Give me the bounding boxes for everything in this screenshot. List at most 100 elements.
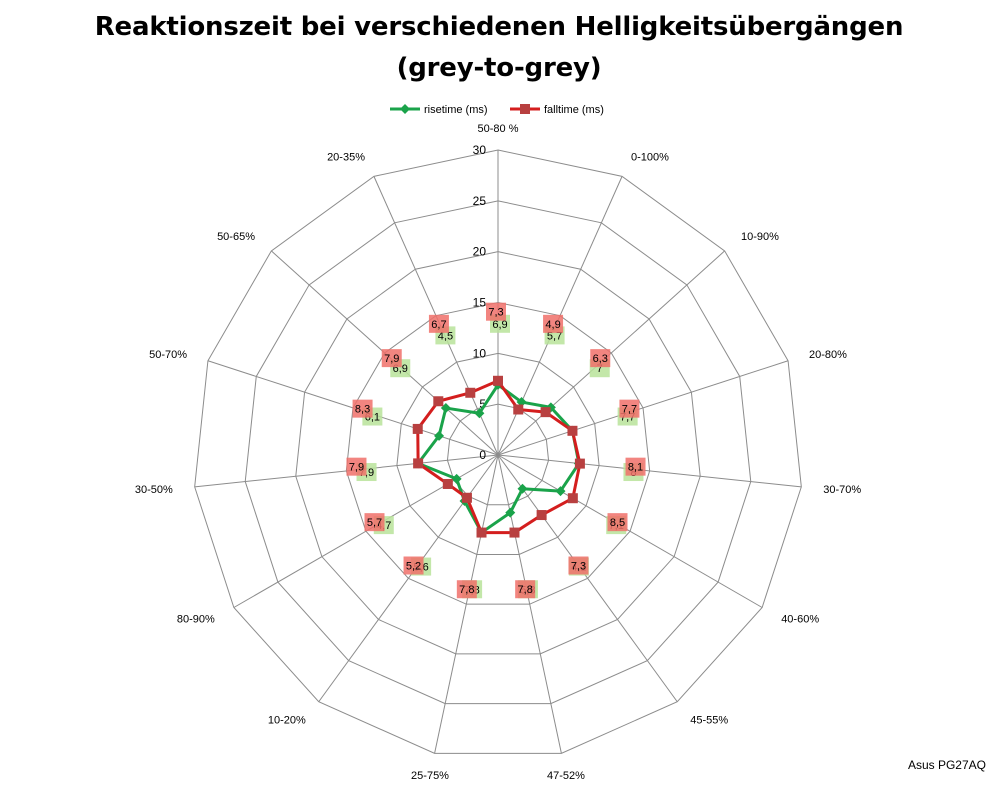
falltime-data-label: 7,8 bbox=[518, 584, 533, 596]
category-label: 80-90% bbox=[177, 614, 215, 626]
risetime-data-label: 6,9 bbox=[492, 319, 507, 331]
grid-spoke bbox=[194, 454, 499, 488]
falltime-data-label: 8,1 bbox=[628, 462, 643, 474]
falltime-point bbox=[476, 527, 487, 538]
grid-ring bbox=[345, 301, 651, 605]
falltime-label-bg bbox=[364, 513, 385, 532]
category-label: 10-90% bbox=[741, 231, 779, 243]
risetime-series-line bbox=[416, 383, 581, 535]
category-label: 20-35% bbox=[327, 151, 365, 163]
falltime-label-bg bbox=[625, 457, 646, 476]
grid-spoke bbox=[497, 250, 725, 456]
falltime-label-bg bbox=[456, 580, 477, 599]
grid-spoke bbox=[434, 454, 499, 754]
falltime-label-bg bbox=[428, 314, 449, 333]
falltime-label-bg bbox=[346, 457, 367, 476]
chart-title-line1: Reaktionszeit bei verschiedenen Helligke… bbox=[94, 12, 904, 42]
category-label: 47-52% bbox=[547, 770, 585, 782]
grid-spoke bbox=[497, 454, 678, 703]
r-tick-label: 0 bbox=[479, 448, 486, 462]
r-tick-label: 20 bbox=[473, 245, 487, 259]
risetime-point bbox=[451, 473, 462, 484]
legend-risetime-label: risetime (ms) bbox=[424, 104, 488, 116]
risetime-data-label: 5,7 bbox=[547, 330, 562, 342]
grid-ring bbox=[446, 403, 550, 506]
r-tick-label: 30 bbox=[473, 143, 487, 157]
category-label: 10-20% bbox=[268, 715, 306, 727]
grid-spoke bbox=[497, 454, 763, 608]
falltime-data-label: 4,9 bbox=[545, 319, 560, 331]
falltime-point bbox=[574, 458, 585, 469]
grid-spoke bbox=[497, 454, 802, 488]
falltime-point bbox=[513, 404, 524, 415]
legend-risetime-marker bbox=[400, 104, 410, 114]
grid-ring bbox=[396, 352, 600, 555]
category-label: 50-65% bbox=[217, 231, 255, 243]
grid-spoke bbox=[497, 360, 789, 456]
category-label: 45-55% bbox=[690, 715, 728, 727]
falltime-data-label: 6,3 bbox=[593, 353, 608, 365]
falltime-series-line bbox=[416, 379, 582, 535]
falltime-data-label: 5,2 bbox=[406, 561, 421, 573]
category-label: 30-50% bbox=[135, 484, 173, 496]
falltime-point bbox=[493, 375, 503, 386]
falltime-label-bg bbox=[590, 349, 611, 368]
falltime-data-label: 7,7 bbox=[622, 404, 637, 416]
risetime-point bbox=[440, 403, 451, 414]
falltime-data-label: 8,5 bbox=[610, 517, 625, 529]
falltime-label-bg bbox=[381, 349, 402, 368]
r-tick-label: 25 bbox=[473, 194, 487, 208]
falltime-data-label: 6,7 bbox=[431, 319, 446, 331]
falltime-data-label: 7,9 bbox=[349, 462, 364, 474]
legend-falltime-label: falltime (ms) bbox=[544, 104, 604, 116]
falltime-data-label: 7,9 bbox=[384, 353, 399, 365]
falltime-point bbox=[465, 387, 476, 398]
risetime-data-label: 7 bbox=[597, 363, 603, 375]
falltime-point bbox=[442, 478, 453, 489]
falltime-label-bg bbox=[486, 302, 506, 321]
grid-ring bbox=[194, 149, 802, 754]
category-label: 25-75% bbox=[411, 770, 449, 782]
falltime-point bbox=[461, 492, 472, 503]
risetime-data-label: 4,5 bbox=[438, 330, 453, 342]
category-label: 50-70% bbox=[149, 349, 187, 361]
r-tick-label: 10 bbox=[473, 346, 487, 360]
chart-credit: Asus PG27AQ bbox=[907, 758, 986, 772]
falltime-data-label: 7,3 bbox=[488, 307, 503, 319]
grid-ring bbox=[244, 200, 752, 705]
falltime-point bbox=[536, 510, 547, 521]
falltime-point bbox=[540, 407, 551, 418]
legend-falltime-marker bbox=[520, 104, 530, 114]
category-label: 50-80 % bbox=[478, 123, 519, 135]
risetime-point bbox=[474, 408, 485, 419]
grid-spoke bbox=[497, 454, 562, 754]
falltime-label-bg bbox=[543, 314, 564, 333]
falltime-label-bg bbox=[515, 580, 536, 599]
falltime-data-label: 8,3 bbox=[355, 404, 370, 416]
falltime-label-bg bbox=[607, 513, 628, 532]
falltime-label-bg bbox=[352, 399, 373, 418]
risetime-point bbox=[505, 507, 516, 518]
falltime-point bbox=[413, 458, 424, 469]
category-label: 30-70% bbox=[823, 484, 861, 496]
falltime-data-label: 7,3 bbox=[571, 561, 586, 573]
falltime-point bbox=[509, 527, 520, 538]
falltime-data-label: 5,7 bbox=[367, 517, 382, 529]
grid-ring bbox=[295, 251, 701, 655]
r-tick-label: 5 bbox=[479, 397, 486, 411]
falltime-label-bg bbox=[568, 556, 589, 575]
falltime-label-bg bbox=[403, 556, 424, 575]
falltime-label-bg bbox=[619, 399, 640, 418]
chart-title-line2: (grey-to-grey) bbox=[396, 53, 602, 83]
falltime-point bbox=[412, 423, 423, 434]
category-label: 20-80% bbox=[809, 349, 847, 361]
falltime-point bbox=[567, 493, 578, 504]
category-label: 40-60% bbox=[781, 614, 819, 626]
falltime-point bbox=[433, 396, 444, 407]
risetime-point bbox=[555, 486, 566, 497]
risetime-point bbox=[517, 483, 528, 494]
category-label: 0-100% bbox=[631, 151, 669, 163]
falltime-point bbox=[567, 425, 578, 436]
grid-spoke bbox=[318, 454, 499, 703]
